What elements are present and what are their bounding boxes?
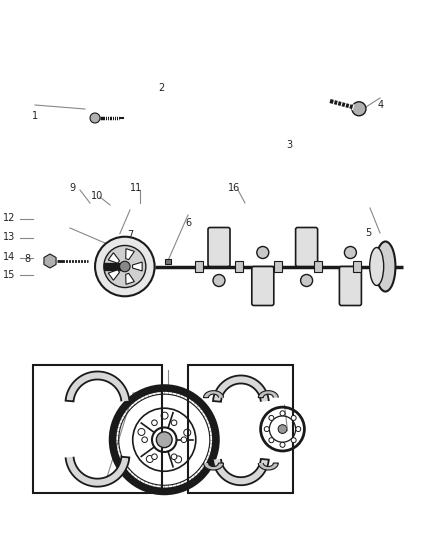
Circle shape bbox=[352, 102, 366, 116]
Circle shape bbox=[152, 420, 157, 425]
Text: 5: 5 bbox=[365, 228, 371, 238]
Text: 12: 12 bbox=[3, 213, 15, 223]
PathPatch shape bbox=[66, 457, 129, 487]
Text: 11: 11 bbox=[130, 183, 142, 193]
PathPatch shape bbox=[258, 391, 278, 398]
Text: 2: 2 bbox=[158, 83, 164, 93]
PathPatch shape bbox=[66, 372, 129, 401]
Circle shape bbox=[257, 246, 269, 259]
Polygon shape bbox=[108, 253, 120, 263]
Circle shape bbox=[278, 425, 287, 433]
Ellipse shape bbox=[375, 241, 396, 292]
Circle shape bbox=[264, 426, 269, 432]
Text: 6: 6 bbox=[185, 218, 191, 228]
Circle shape bbox=[171, 454, 177, 459]
FancyBboxPatch shape bbox=[208, 228, 230, 266]
Bar bbox=[274, 261, 282, 272]
Bar bbox=[165, 259, 171, 264]
Bar bbox=[195, 261, 203, 272]
Bar bbox=[235, 261, 243, 272]
FancyBboxPatch shape bbox=[296, 228, 318, 266]
PathPatch shape bbox=[204, 391, 223, 398]
Circle shape bbox=[291, 415, 296, 421]
Circle shape bbox=[269, 438, 274, 443]
Bar bbox=[314, 261, 321, 272]
Circle shape bbox=[280, 442, 285, 447]
Circle shape bbox=[142, 437, 148, 442]
PathPatch shape bbox=[204, 463, 223, 470]
Text: 9: 9 bbox=[69, 183, 75, 193]
Text: 15: 15 bbox=[3, 270, 15, 280]
Text: 7: 7 bbox=[127, 230, 133, 240]
Circle shape bbox=[300, 274, 313, 287]
Polygon shape bbox=[126, 273, 134, 284]
Circle shape bbox=[291, 438, 296, 443]
FancyBboxPatch shape bbox=[339, 266, 361, 305]
Text: 4: 4 bbox=[378, 100, 384, 110]
Bar bbox=[353, 261, 361, 272]
Text: 3: 3 bbox=[286, 140, 292, 150]
Circle shape bbox=[95, 237, 155, 296]
Ellipse shape bbox=[370, 247, 384, 286]
Bar bbox=[188, 365, 293, 493]
Circle shape bbox=[344, 246, 357, 259]
Circle shape bbox=[280, 411, 285, 416]
Bar bbox=[33, 365, 162, 493]
Circle shape bbox=[90, 113, 100, 123]
Circle shape bbox=[296, 426, 301, 432]
PathPatch shape bbox=[258, 463, 278, 470]
Text: 8: 8 bbox=[24, 254, 30, 264]
PathPatch shape bbox=[213, 375, 269, 402]
Circle shape bbox=[156, 432, 172, 448]
Circle shape bbox=[120, 261, 130, 272]
Text: 1: 1 bbox=[32, 111, 38, 121]
PathPatch shape bbox=[213, 459, 269, 485]
Polygon shape bbox=[126, 249, 134, 260]
Text: 14: 14 bbox=[3, 252, 15, 262]
Circle shape bbox=[181, 437, 187, 442]
Circle shape bbox=[152, 454, 157, 459]
Text: 16: 16 bbox=[228, 183, 240, 193]
Circle shape bbox=[171, 420, 177, 425]
Circle shape bbox=[104, 246, 146, 287]
Polygon shape bbox=[133, 262, 142, 271]
Circle shape bbox=[213, 274, 225, 287]
FancyBboxPatch shape bbox=[252, 266, 274, 305]
Circle shape bbox=[269, 415, 274, 421]
Polygon shape bbox=[108, 270, 120, 280]
Text: 13: 13 bbox=[3, 232, 15, 242]
Text: 10: 10 bbox=[91, 191, 103, 201]
